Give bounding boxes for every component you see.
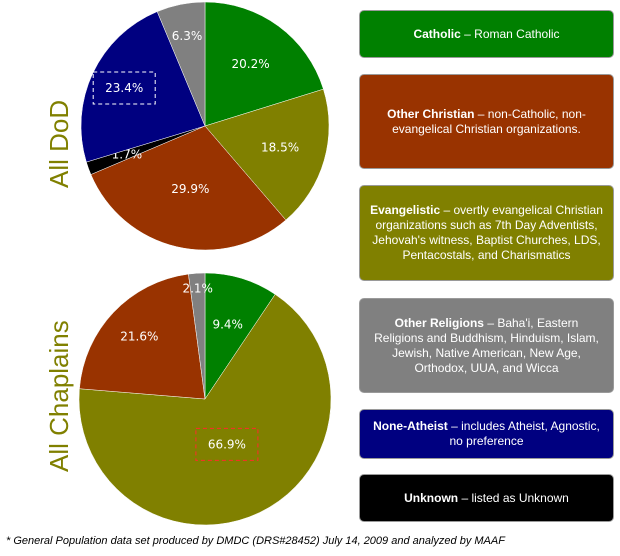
legend-other-christian: Other Christian – non-Catholic, non-evan…	[359, 74, 614, 169]
chaplains-highlight-box	[195, 427, 259, 461]
dod-label-evangelistic: 18.5%	[261, 141, 299, 155]
legend-other-religions-desc: – Baha'i, Eastern Religions and Buddhism…	[374, 315, 599, 375]
dod-slice-catholic	[204, 1, 324, 127]
legend-none-atheist: None-Atheist – includes Atheist, Agnosti…	[359, 409, 614, 459]
legend-catholic-term: Catholic	[413, 26, 461, 41]
dod-label-none-atheist: 23.4%	[105, 81, 143, 95]
legend-none-atheist-desc: – includes Atheist, Agnostic, no prefere…	[447, 419, 600, 448]
dod-slice-evangelistic	[204, 88, 330, 221]
chaplains-slice-other-religions	[188, 272, 206, 400]
legend-unknown: Unknown – listed as Unknown	[359, 474, 614, 522]
chaplains-label-other-religions: 2.1%	[182, 281, 213, 295]
legend-catholic: Catholic – Roman Catholic	[359, 10, 614, 58]
chaplains-slice-evangelistic	[78, 293, 332, 526]
dod-label-other-christian: 29.9%	[171, 182, 209, 196]
dod-slice-other-christian	[90, 125, 287, 251]
dod-label-other-religions: 6.3%	[172, 29, 203, 43]
footnote: * General Population data set produced b…	[6, 535, 505, 547]
chaplains-label-catholic: 9.4%	[212, 317, 243, 331]
chaplains-pie-title: All Chaplains	[44, 320, 74, 472]
legend-other-christian-term: Other Christian	[387, 106, 475, 121]
dod-pie-title: All DoD	[44, 99, 74, 188]
legend-catholic-desc: – Roman Catholic	[460, 26, 560, 41]
legend-evangelistic-desc: – overtly evangelical Christian organiza…	[372, 203, 603, 262]
legend-unknown-term: Unknown	[404, 490, 459, 505]
dod-slice-other-religions	[156, 1, 206, 127]
dod-slice-none-atheist	[80, 11, 206, 163]
dod-label-catholic: 20.2%	[232, 57, 270, 71]
chaplains-label-other-christian: 21.6%	[120, 330, 158, 344]
legend-unknown-desc: – listed as Unknown	[458, 490, 569, 505]
legend-none-atheist-term: None-Atheist	[373, 419, 448, 433]
legend-evangelistic: Evangelistic – overtly evangelical Chris…	[359, 185, 614, 281]
legend-evangelistic-term: Evangelistic	[370, 203, 441, 217]
pie-charts: 20.2%18.5%29.9%1.7%23.4%6.3%9.4%66.9%21.…	[78, 1, 332, 526]
chaplains-slice-other-christian	[79, 273, 206, 400]
dod-highlight-box	[92, 71, 156, 105]
legend-other-religions-term: Other Religions	[394, 315, 484, 330]
chaplains-label-evangelistic: 66.9%	[208, 437, 246, 451]
legend-other-christian-desc: – non-Catholic, non-evangelical Christia…	[392, 106, 586, 136]
legend-other-religions: Other Religions – Baha'i, Eastern Religi…	[359, 298, 614, 393]
